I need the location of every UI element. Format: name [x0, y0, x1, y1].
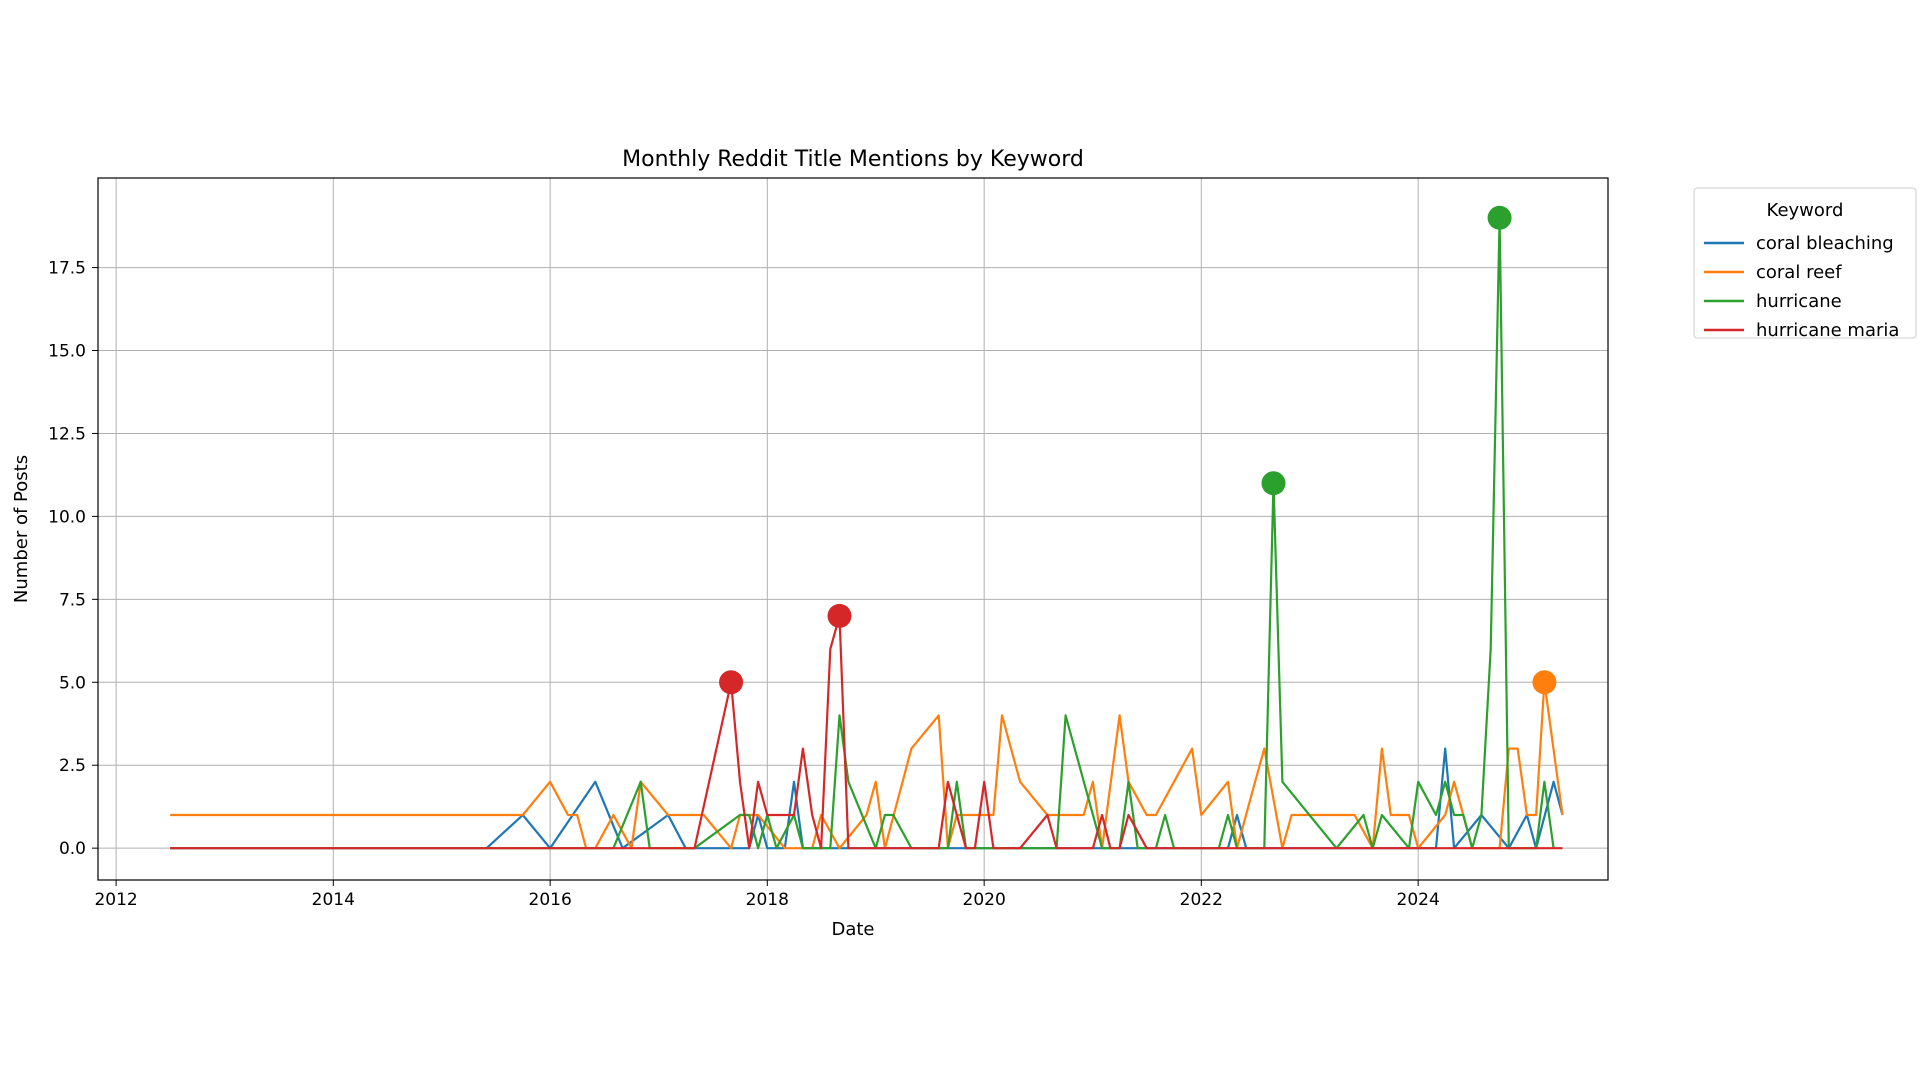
y-tick-label: 0.0 — [59, 839, 86, 859]
legend-label: hurricane maria — [1756, 320, 1899, 341]
gridlines — [98, 178, 1608, 880]
x-tick-label: 2022 — [1180, 890, 1223, 910]
legend-label: hurricane — [1756, 291, 1842, 312]
x-tick-label: 2012 — [94, 890, 137, 910]
series-line-coral-reef — [170, 681, 1564, 850]
y-tick-label: 15.0 — [48, 342, 86, 362]
series-line-coral-bleaching — [170, 747, 1564, 850]
y-tick-label: 2.5 — [59, 756, 86, 776]
x-tick-label: 2020 — [963, 890, 1006, 910]
legend: Keyword coral bleaching coral reef hurrica… — [1693, 187, 1917, 341]
peak-marker — [1261, 471, 1286, 496]
x-axis-label: Date — [831, 919, 874, 940]
x-tick-label: 2018 — [746, 890, 789, 910]
legend-box — [1693, 187, 1917, 339]
legend-label: coral bleaching — [1756, 233, 1894, 254]
x-tick-label: 2024 — [1397, 890, 1440, 910]
y-tick-label: 10.0 — [48, 507, 86, 527]
peak-marker — [719, 670, 744, 695]
y-axis-ticks: 0.0 2.5 5.0 7.5 10.0 12.5 15.0 17.5 — [48, 259, 98, 859]
x-tick-label: 2014 — [312, 890, 355, 910]
y-tick-label: 5.0 — [59, 673, 86, 693]
legend-items: coral bleaching coral reef hurricane hurric… — [1704, 233, 1899, 341]
peak-marker — [1532, 670, 1557, 695]
y-axis-label: Number of Posts — [11, 455, 32, 603]
peak-markers — [719, 205, 1557, 695]
series-lines — [170, 216, 1564, 850]
y-tick-label: 7.5 — [59, 590, 86, 610]
chart-title: Monthly Reddit Title Mentions by Keyword — [622, 147, 1084, 172]
x-tick-label: 2016 — [529, 890, 572, 910]
series-line-hurricane — [170, 216, 1555, 850]
legend-label: coral reef — [1756, 262, 1842, 283]
peak-marker — [1487, 205, 1512, 230]
y-tick-label: 17.5 — [48, 259, 86, 279]
y-tick-label: 12.5 — [48, 424, 86, 444]
x-axis-ticks: 2012 2014 2016 2018 2020 2022 2024 — [94, 880, 1440, 910]
legend-title: Keyword — [1767, 200, 1844, 221]
plot-frame — [97, 177, 1609, 881]
peak-marker — [827, 603, 852, 628]
series-line-hurricane-maria — [170, 614, 1563, 850]
